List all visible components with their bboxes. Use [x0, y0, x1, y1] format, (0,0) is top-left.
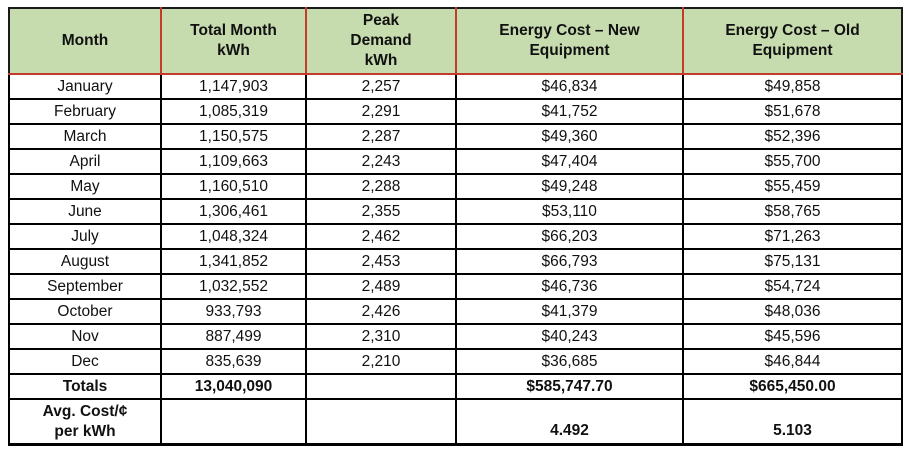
cell-month: February	[8, 98, 162, 125]
cell-new_cost: $41,379	[455, 298, 684, 325]
cell-kwh: 1,341,852	[160, 248, 307, 275]
table-row: September 1,032,552 2,489 $46,736 $54,724	[8, 273, 903, 300]
cell-peak: 2,288	[305, 173, 457, 200]
cell-peak: 2,210	[305, 348, 457, 375]
column-header-total-kwh: Total Month kWh	[160, 7, 307, 75]
cell-kwh: 933,793	[160, 298, 307, 325]
cell-new_cost: $40,243	[455, 323, 684, 350]
cell-old_cost: $665,450.00	[682, 373, 903, 400]
cell-month: June	[8, 198, 162, 225]
cell-old_cost: $45,596	[682, 323, 903, 350]
cell-peak: 2,462	[305, 223, 457, 250]
cell-old_cost: $55,459	[682, 173, 903, 200]
cell-old_cost: $54,724	[682, 273, 903, 300]
cell-kwh: 1,085,319	[160, 98, 307, 125]
table-body: January 1,147,903 2,257 $46,834 $49,858 Febru…	[8, 73, 903, 446]
cell-month: October	[8, 298, 162, 325]
cell-peak: 2,257	[305, 73, 457, 100]
cell-kwh: 1,306,461	[160, 198, 307, 225]
cell-new_cost: $585,747.70	[455, 373, 684, 400]
cell-new_cost: $36,685	[455, 348, 684, 375]
avg-cost-row: Avg. Cost/¢ per kWh 4.492 5.103	[8, 398, 903, 446]
column-header-cost-new: Energy Cost – New Equipment	[455, 7, 684, 75]
cell-peak	[305, 398, 457, 446]
cell-month: September	[8, 273, 162, 300]
cell-peak: 2,453	[305, 248, 457, 275]
cell-old_cost: $55,700	[682, 148, 903, 175]
cell-peak: 2,243	[305, 148, 457, 175]
table-row: Nov 887,499 2,310 $40,243 $45,596	[8, 323, 903, 350]
table-row: August 1,341,852 2,453 $66,793 $75,131	[8, 248, 903, 275]
column-header-peak-demand: Peak Demand kWh	[305, 7, 457, 75]
table-row: October 933,793 2,426 $41,379 $48,036	[8, 298, 903, 325]
cell-new_cost: $46,736	[455, 273, 684, 300]
table-header-row: Month Total Month kWh Peak Demand kWh En…	[8, 7, 903, 75]
table-container: Month Total Month kWh Peak Demand kWh En…	[8, 7, 903, 446]
cell-kwh: 1,160,510	[160, 173, 307, 200]
table-row: April 1,109,663 2,243 $47,404 $55,700	[8, 148, 903, 175]
cell-new_cost: $47,404	[455, 148, 684, 175]
cell-kwh: 1,032,552	[160, 273, 307, 300]
cell-new_cost: $49,248	[455, 173, 684, 200]
cell-month: Nov	[8, 323, 162, 350]
cell-month: August	[8, 248, 162, 275]
cell-peak: 2,426	[305, 298, 457, 325]
cell-kwh	[160, 398, 307, 446]
cell-old_cost: $49,858	[682, 73, 903, 100]
cell-new_cost: $41,752	[455, 98, 684, 125]
cell-kwh: 1,109,663	[160, 148, 307, 175]
cell-new_cost: $49,360	[455, 123, 684, 150]
cell-month: Avg. Cost/¢ per kWh	[8, 398, 162, 446]
table-row: Dec 835,639 2,210 $36,685 $46,844	[8, 348, 903, 375]
cell-month: April	[8, 148, 162, 175]
table-row: March 1,150,575 2,287 $49,360 $52,396	[8, 123, 903, 150]
cell-kwh: 887,499	[160, 323, 307, 350]
cell-old_cost: $51,678	[682, 98, 903, 125]
cell-month: March	[8, 123, 162, 150]
cell-month: Dec	[8, 348, 162, 375]
table-row: February 1,085,319 2,291 $41,752 $51,678	[8, 98, 903, 125]
cell-kwh: 1,150,575	[160, 123, 307, 150]
cell-old_cost: $71,263	[682, 223, 903, 250]
column-header-month: Month	[8, 7, 162, 75]
cell-new_cost: $53,110	[455, 198, 684, 225]
cell-kwh: 1,147,903	[160, 73, 307, 100]
totals-row: Totals 13,040,090 $585,747.70 $665,450.00	[8, 373, 903, 400]
cell-old_cost: $48,036	[682, 298, 903, 325]
cell-new_cost: $66,793	[455, 248, 684, 275]
cell-peak: 2,310	[305, 323, 457, 350]
cell-month: Totals	[8, 373, 162, 400]
energy-cost-table: Month Total Month kWh Peak Demand kWh En…	[8, 7, 903, 446]
cell-old_cost: 5.103	[682, 398, 903, 446]
table-row: January 1,147,903 2,257 $46,834 $49,858	[8, 73, 903, 100]
cell-new_cost: 4.492	[455, 398, 684, 446]
cell-new_cost: $46,834	[455, 73, 684, 100]
cell-kwh: 13,040,090	[160, 373, 307, 400]
cell-month: July	[8, 223, 162, 250]
cell-old_cost: $52,396	[682, 123, 903, 150]
table-row: June 1,306,461 2,355 $53,110 $58,765	[8, 198, 903, 225]
cell-month: May	[8, 173, 162, 200]
cell-kwh: 835,639	[160, 348, 307, 375]
cell-peak	[305, 373, 457, 400]
cell-old_cost: $58,765	[682, 198, 903, 225]
cell-peak: 2,489	[305, 273, 457, 300]
cell-month: January	[8, 73, 162, 100]
cell-kwh: 1,048,324	[160, 223, 307, 250]
table-row: May 1,160,510 2,288 $49,248 $55,459	[8, 173, 903, 200]
table-row: July 1,048,324 2,462 $66,203 $71,263	[8, 223, 903, 250]
cell-old_cost: $75,131	[682, 248, 903, 275]
cell-old_cost: $46,844	[682, 348, 903, 375]
cell-new_cost: $66,203	[455, 223, 684, 250]
cell-peak: 2,291	[305, 98, 457, 125]
cell-peak: 2,287	[305, 123, 457, 150]
column-header-cost-old: Energy Cost – Old Equipment	[682, 7, 903, 75]
cell-peak: 2,355	[305, 198, 457, 225]
